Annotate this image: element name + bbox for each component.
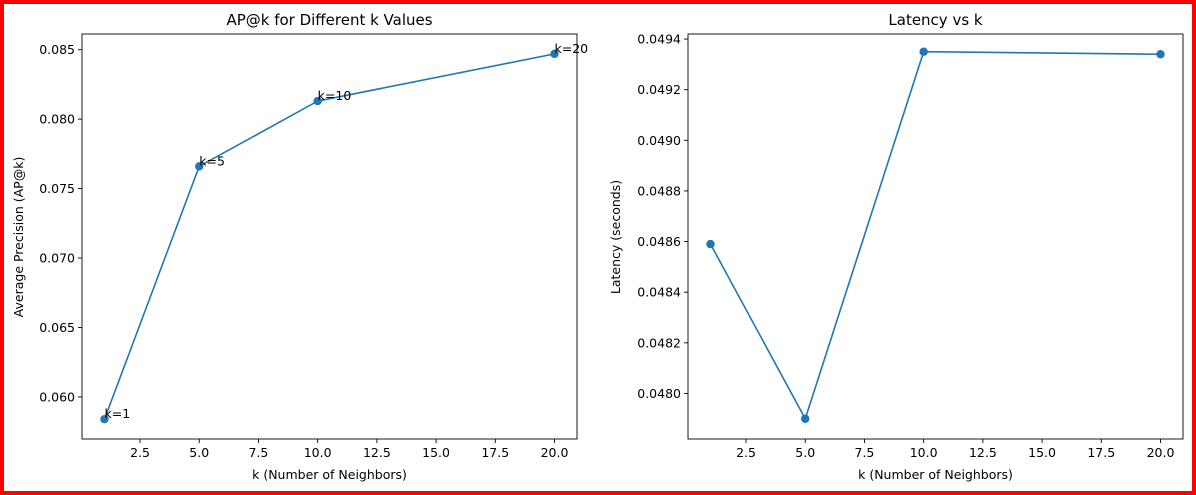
y-tick-label: 0.0492 — [637, 82, 681, 97]
data-point — [195, 162, 204, 171]
y-tick-label: 0.0480 — [637, 386, 681, 401]
y-tick-label: 0.060 — [39, 389, 75, 404]
y-tick-label: 0.0484 — [637, 285, 681, 300]
x-tick-label: 2.5 — [736, 445, 756, 460]
data-point — [313, 96, 322, 106]
series-line — [103, 53, 555, 420]
data-point — [706, 239, 715, 249]
data-point — [801, 414, 810, 423]
x-tick-label: 5.0 — [189, 445, 209, 460]
data-point — [100, 414, 109, 424]
x-tick-label: 12.5 — [969, 445, 997, 460]
y-tick-label: 0.080 — [39, 112, 75, 127]
latency-chart: Latency vs k k (Number of Neighbors) Lat… — [608, 11, 1184, 482]
y-tick-label: 0.0482 — [637, 335, 681, 350]
x-tick-label: 10.0 — [304, 445, 332, 460]
data-point — [550, 49, 559, 59]
plot-area-frame — [687, 33, 1184, 440]
y-tick-label: 0.0494 — [637, 32, 681, 47]
y-axis-label: Average Precision (AP@k) — [11, 157, 26, 318]
x-tick-label: 15.0 — [422, 445, 450, 460]
tick-layer: 2.5 5.0 7.5 10.0 12.5 15.0 17.5 20.0 0.060 0.065 0… — [39, 42, 568, 460]
data-point — [1156, 50, 1165, 59]
chart-title: Latency vs k — [888, 11, 983, 29]
x-tick-label: 12.5 — [363, 445, 391, 460]
point-label: k=10 — [318, 88, 352, 103]
series-line — [709, 50, 1161, 421]
tick-layer: 2.5 5.0 7.5 10.0 12.5 15.0 17.5 20.0 0.0480 0.048… — [637, 32, 1174, 460]
x-tick-label: 17.5 — [1087, 445, 1115, 460]
y-tick-label: 0.070 — [39, 251, 75, 266]
mark-layer — [706, 47, 1165, 423]
x-axis-label: k (Number of Neighbors) — [858, 467, 1013, 482]
x-tick-label: 5.0 — [795, 445, 815, 460]
y-tick-label: 0.065 — [39, 320, 75, 335]
y-tick-label: 0.0486 — [637, 234, 681, 249]
x-tick-label: 7.5 — [855, 445, 875, 460]
ap-at-k-chart: AP@k for Different k Values k (Number of… — [11, 11, 588, 482]
x-tick-label: 20.0 — [1147, 445, 1175, 460]
x-axis-label: k (Number of Neighbors) — [252, 467, 407, 482]
y-tick-label: 0.085 — [39, 42, 75, 57]
data-point — [919, 47, 928, 56]
x-tick-label: 17.5 — [481, 445, 509, 460]
y-tick-label: 0.075 — [39, 181, 75, 196]
point-label: k=20 — [555, 41, 589, 56]
mark-layer: k=1 k=5 k=10 k=20 — [100, 41, 589, 424]
x-tick-label: 15.0 — [1028, 445, 1056, 460]
plot-area-frame — [81, 33, 578, 440]
x-tick-label: 2.5 — [130, 445, 150, 460]
y-axis-label: Latency (seconds) — [608, 180, 623, 294]
point-label: k=1 — [105, 406, 131, 421]
x-tick-label: 20.0 — [541, 445, 569, 460]
y-tick-label: 0.0490 — [637, 133, 681, 148]
y-tick-label: 0.0488 — [637, 183, 681, 198]
x-tick-label: 7.5 — [249, 445, 269, 460]
x-tick-label: 10.0 — [910, 445, 938, 460]
chart-title: AP@k for Different k Values — [226, 11, 432, 29]
point-label: k=5 — [199, 153, 225, 168]
